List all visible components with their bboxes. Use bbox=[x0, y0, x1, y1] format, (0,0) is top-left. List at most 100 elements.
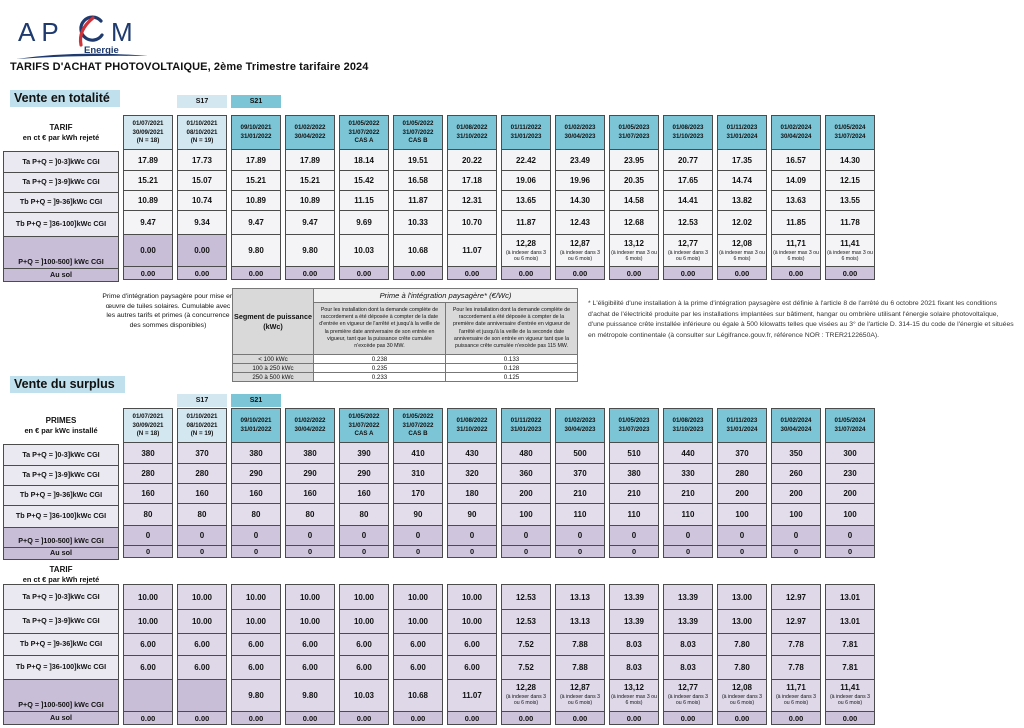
value-cell: 6.00 bbox=[178, 633, 226, 655]
value-cell: 6.00 bbox=[394, 655, 442, 679]
value-cell: 0 bbox=[772, 545, 820, 558]
value-cell: 6.00 bbox=[232, 633, 280, 655]
date-header-line: (N = 19) bbox=[190, 137, 214, 145]
date-header-cell: 01/05/2022 31/07/2022 CAS B bbox=[393, 408, 443, 444]
badge-s21-surplus: S21 bbox=[231, 394, 281, 407]
date-header-cell: 01/02/2024 30/04/2024 bbox=[771, 408, 821, 444]
row-label-cell: Tb P+Q = ]36-100]kWc CGI bbox=[4, 505, 118, 527]
value-cell: 12.53 bbox=[502, 609, 550, 633]
date-header-line: 08/10/2021 bbox=[186, 128, 218, 136]
value-cell: 17.73 bbox=[178, 150, 226, 171]
value-cell: 280 bbox=[178, 463, 226, 484]
index-note: (à indexer dans 3 ou 6 mois) bbox=[505, 249, 547, 262]
date-header-line: 31/07/2022 bbox=[402, 421, 434, 429]
data-column-box: 13.00 13.00 7.80 7.80 12,08 (à indexer dans 3… bbox=[717, 584, 767, 725]
row-label-column: PRIMES en € par kWc installé Ta P+Q = ]0-3… bbox=[3, 408, 119, 560]
value-cell: 12.53 bbox=[664, 210, 712, 235]
date-header-line: 31/01/2023 bbox=[510, 133, 542, 140]
value-cell: 230 bbox=[826, 463, 874, 484]
value-cell: 12,77 (à indexer dans 3 ou 6 mois) bbox=[664, 234, 712, 267]
header-spacer bbox=[285, 566, 335, 584]
value-cell: 13,12 (à indexer max 3 ou 6 mois) bbox=[610, 679, 658, 711]
indexed-value: 12,77 bbox=[677, 683, 699, 693]
date-header-line: 01/07/2021 bbox=[132, 412, 164, 420]
value-cell: 13.13 bbox=[556, 609, 604, 633]
date-header-line: 01/02/2022 bbox=[294, 417, 326, 425]
value-cell: 210 bbox=[610, 483, 658, 504]
data-column: 10.00 10.00 6.00 6.00 10.03 0.00 bbox=[339, 566, 389, 725]
indexed-value: 12,28 bbox=[515, 683, 537, 693]
prime-segment-cell: < 100 kWc bbox=[233, 354, 313, 363]
prime-value-cell: 0.233 bbox=[313, 372, 445, 381]
value-cell: 9.80 bbox=[286, 679, 334, 711]
date-header-cell: 01/07/2021 30/09/2021 (N = 18) bbox=[123, 115, 173, 151]
date-header-line: CAS A bbox=[354, 137, 374, 145]
data-column: 01/07/2021 30/09/2021 (N = 18) 380 280 160 80 0… bbox=[123, 408, 173, 559]
value-cell: 23.95 bbox=[610, 150, 658, 171]
value-cell: 14.30 bbox=[556, 190, 604, 211]
value-cell: 160 bbox=[124, 483, 172, 504]
data-column-box: 17.89 15.21 10.89 9.47 9.80 0.00 bbox=[231, 149, 281, 281]
date-header-line: 01/08/2022 bbox=[456, 124, 488, 132]
value-cell: 0.00 bbox=[448, 266, 496, 280]
index-note: (à indexer max 3 ou 6 mois) bbox=[611, 694, 657, 707]
value-cell: 10.00 bbox=[448, 585, 496, 609]
data-column: 01/11/2023 31/01/2024 370 280 200 100 0 0 bbox=[717, 408, 767, 559]
value-cell: 0 bbox=[664, 525, 712, 546]
value-cell: 0.00 bbox=[556, 711, 604, 724]
header-spacer bbox=[717, 566, 767, 584]
date-header-line: 31/07/2022 bbox=[348, 421, 380, 429]
row-label-cell: Tb P+Q = ]36-100]kWc CGI bbox=[4, 655, 118, 679]
value-cell: 10.00 bbox=[178, 609, 226, 633]
value-cell: 0 bbox=[448, 545, 496, 558]
table-title-line: TARIF bbox=[49, 565, 73, 574]
value-cell: 12,28 (à indexer dans 3 ou 6 mois) bbox=[502, 679, 550, 711]
date-header-line: 30/04/2023 bbox=[564, 426, 596, 433]
value-cell: 90 bbox=[448, 503, 496, 526]
data-column: 09/10/2021 31/01/2022 380 290 160 80 0 0 bbox=[231, 408, 281, 559]
value-cell: 11,71 (à indexer max 3 ou 6 mois) bbox=[772, 234, 820, 267]
value-cell: 12,08 (à indexer max 3 ou 6 mois) bbox=[718, 234, 766, 267]
logo-underline-swoosh-icon bbox=[16, 53, 148, 59]
data-column: 10.00 10.00 6.00 6.00 10.68 0.00 bbox=[393, 566, 443, 725]
value-cell: 80 bbox=[286, 503, 334, 526]
document-title: TARIFS D'ACHAT PHOTOVOLTAIQUE, 2ème Trim… bbox=[10, 61, 369, 73]
value-cell: 11.07 bbox=[448, 679, 496, 711]
data-column: 01/10/2021 08/10/2021 (N = 19) 17.73 15.07 10… bbox=[177, 115, 227, 281]
value-cell: 10.89 bbox=[232, 190, 280, 211]
value-cell: 0.00 bbox=[502, 711, 550, 724]
value-cell: 12,87 (à indexer dans 3 ou 6 mois) bbox=[556, 679, 604, 711]
data-column-box: 380 280 160 80 0 0 bbox=[123, 442, 173, 559]
value-cell: 12.02 bbox=[718, 210, 766, 235]
data-column-box: 380 290 160 80 0 0 bbox=[285, 442, 335, 559]
value-cell: 0.00 bbox=[556, 266, 604, 280]
value-cell: 0.00 bbox=[772, 266, 820, 280]
value-cell: 11.87 bbox=[502, 210, 550, 235]
value-cell: 360 bbox=[502, 463, 550, 484]
data-column-box: 14.30 12.15 13.55 11.78 11,41 (à indexer max … bbox=[825, 149, 875, 281]
indexed-value: 11,71 bbox=[786, 683, 806, 693]
value-cell: 12.53 bbox=[502, 585, 550, 609]
date-header-cell: 01/11/2023 31/01/2024 bbox=[717, 408, 767, 444]
table-tarif-vente-totalite: TARIF en ct € par kWh rejeté Ta P+Q = ]0-3… bbox=[3, 115, 875, 282]
data-column-box: 13.13 13.13 7.88 7.88 12,87 (à indexer dans 3… bbox=[555, 584, 605, 725]
date-header-line: 30/04/2023 bbox=[564, 133, 596, 140]
table-title-line: TARIF bbox=[49, 122, 73, 132]
prime-col-header: Segment de puissance (kWc) bbox=[233, 289, 313, 354]
value-cell: 0.00 bbox=[286, 266, 334, 280]
date-header-line: 09/10/2021 bbox=[240, 124, 272, 132]
index-note: (à indexer max 3 ou 6 mois) bbox=[611, 249, 657, 262]
value-cell: 500 bbox=[556, 443, 604, 464]
value-cell: 6.00 bbox=[286, 655, 334, 679]
value-cell: 10.00 bbox=[340, 585, 388, 609]
prime-value-cell: 0.235 bbox=[313, 363, 445, 372]
table-title-line: en € par kWc installé bbox=[24, 426, 98, 436]
value-cell: 15.21 bbox=[124, 170, 172, 191]
data-column: 01/11/2023 31/01/2024 17.35 14.74 13.82 12.02… bbox=[717, 115, 767, 281]
data-column: 13.39 13.39 8.03 8.03 12,77 (à indexer dans 3… bbox=[663, 566, 713, 725]
data-column: 01/02/2024 30/04/2024 16.57 14.09 13.63 11.85… bbox=[771, 115, 821, 281]
date-header-line: 30/09/2021 bbox=[132, 421, 164, 429]
value-cell: 17.89 bbox=[286, 150, 334, 171]
